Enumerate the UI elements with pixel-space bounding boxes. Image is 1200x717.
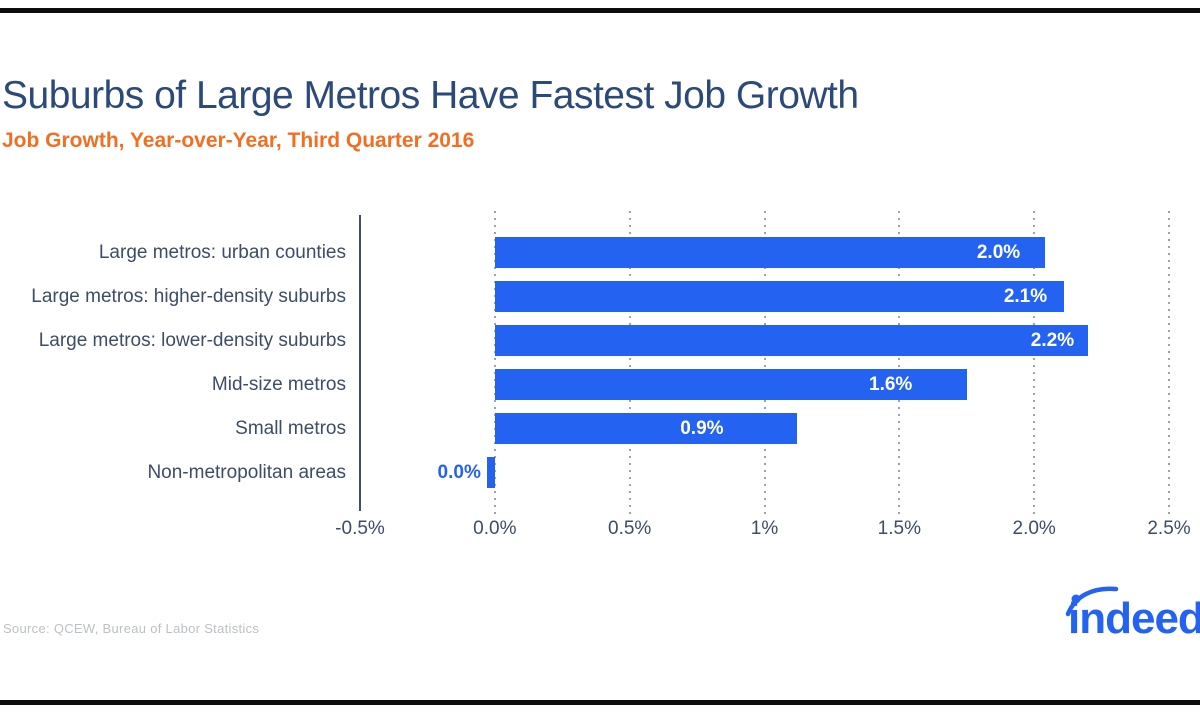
x-tick-label: 1% [750,518,779,539]
bottom-rule [0,700,1200,705]
gridline [1033,211,1036,515]
gridline [763,211,766,515]
bar-value-label: 2.2% [1030,330,1075,351]
x-tick-label: 0.0% [473,518,517,539]
x-tick-label: -0.5% [335,518,385,539]
bar [494,237,1045,268]
bar-value-label: 2.0% [976,242,1021,263]
x-tick-label: 2.0% [1012,518,1056,539]
chart-subtitle: Job Growth, Year-over-Year, Third Quarte… [2,129,475,152]
source-note: Source: QCEW, Bureau of Labor Statistics [3,621,260,636]
category-label: Non-metropolitan areas [147,462,346,483]
indeed-logo-dot-icon [1071,594,1081,604]
x-tick-label: 2.5% [1147,518,1191,539]
category-label: Large metros: urban counties [98,242,346,263]
bar [494,413,797,444]
y-axis-line [359,215,361,511]
bar [494,369,967,400]
gridline [493,211,496,515]
bar [494,281,1064,312]
indeed-logo: indeed [1065,586,1200,643]
indeed-logo-text: indeed [1068,594,1200,643]
category-label: Mid-size metros [211,374,346,395]
bar-value-label: 1.6% [869,374,913,395]
indeed-logo-arc-icon [1065,586,1119,617]
bar-value-label: 2.1% [1003,286,1048,307]
x-tick-label: 1.5% [877,518,921,539]
top-rule [0,8,1200,13]
bar-value-label: 0.0% [437,462,481,483]
gridline [898,211,901,515]
category-label: Large metros: higher-density suburbs [31,286,346,307]
gridline [1168,211,1170,515]
chart-title: Suburbs of Large Metros Have Fastest Job… [2,74,859,117]
bar [494,325,1089,356]
category-label: Large metros: lower-density suburbs [38,330,346,351]
bar [486,457,495,488]
gridline [628,211,631,515]
x-tick-label: 0.5% [608,518,652,539]
bar-chart: -0.5% 0.0% 0.5% 1% 1.5% 2.0% 2.5% Large metros:… [0,210,1200,555]
bar-value-label: 0.9% [680,418,724,439]
category-label: Small metros [235,418,346,439]
